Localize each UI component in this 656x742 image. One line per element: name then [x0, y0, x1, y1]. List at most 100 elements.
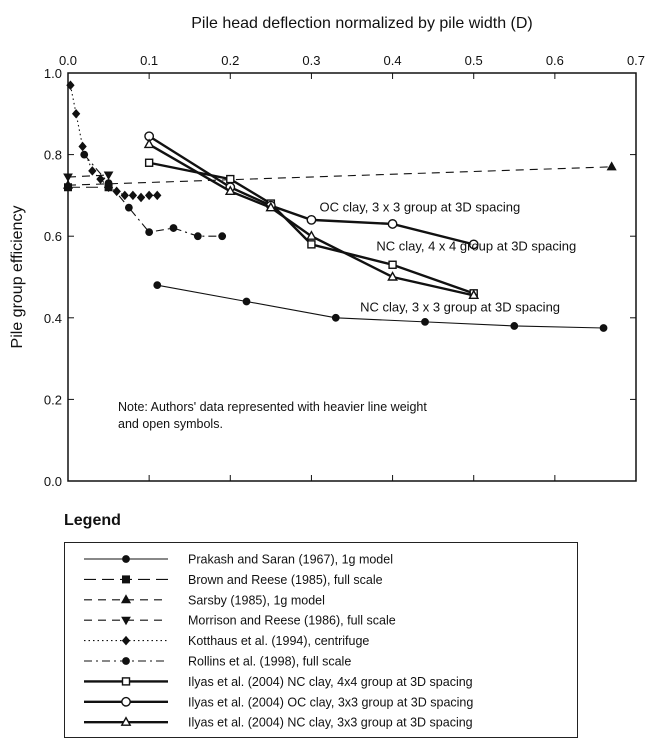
data-point — [224, 185, 236, 196]
legend-marker — [121, 616, 131, 626]
y-tick-label: 0.2 — [44, 392, 62, 407]
legend-item: Ilyas et al. (2004) OC clay, 3x3 group a… — [84, 695, 473, 709]
legend-item: Ilyas et al. (2004) NC clay, 3x3 group a… — [84, 716, 473, 730]
data-point — [143, 138, 155, 149]
data-point — [226, 174, 235, 184]
y-tick-label: 1.0 — [44, 66, 62, 81]
data-point — [66, 80, 75, 90]
data-point — [104, 179, 113, 188]
series-8 — [144, 131, 479, 250]
chart-title: Pile head deflection normalized by pile … — [191, 15, 533, 32]
data-point — [145, 228, 154, 237]
plot-series — [62, 80, 617, 332]
series-3 — [62, 161, 617, 189]
data-point — [88, 166, 97, 176]
data-point — [62, 179, 74, 189]
series-6 — [80, 150, 227, 241]
data-point — [96, 174, 105, 184]
y-tick-label: 0.8 — [44, 148, 62, 163]
data-point — [153, 190, 162, 201]
y-tick-label: 0.4 — [44, 311, 62, 326]
legend-label: Rollins et al. (1998), full scale — [188, 655, 351, 669]
data-point — [388, 260, 397, 269]
data-point — [331, 313, 340, 322]
data-point — [124, 203, 133, 212]
x-tick-label: 0.0 — [59, 53, 77, 68]
legend-marker — [122, 657, 130, 665]
data-point — [169, 224, 178, 232]
series-line — [67, 166, 612, 186]
legend-item: Rollins et al. (1998), full scale — [84, 655, 351, 669]
plot-annotations: OC clay, 3 x 3 group at 3D spacing NC cla… — [320, 200, 577, 315]
note-line-1: Note: Authors' data represented with hea… — [118, 400, 427, 414]
legend-label: Kotthaus et al. (1994), centrifuge — [188, 634, 369, 648]
series-line — [67, 174, 109, 178]
series-line — [148, 161, 475, 295]
x-tick-label: 0.4 — [384, 53, 402, 68]
data-point — [510, 322, 519, 330]
legend-title: Legend — [64, 512, 121, 529]
data-point — [78, 141, 87, 152]
y-tick-label: 0.6 — [44, 229, 62, 244]
series-line — [157, 284, 604, 329]
data-point — [468, 239, 479, 250]
legend-marker — [121, 696, 131, 707]
data-point — [306, 214, 317, 225]
y-axis-label: Pile group efficiency — [9, 206, 26, 349]
legend-marker — [122, 555, 130, 563]
legend-item: Morrison and Reese (1986), full scale — [84, 614, 396, 628]
legend-item: Sarsby (1985), 1g model — [84, 593, 325, 607]
x-tick-label: 0.2 — [221, 53, 239, 68]
annotation-label: OC clay, 3 x 3 group at 3D spacing — [320, 200, 521, 215]
series-7 — [144, 158, 478, 298]
data-point — [307, 240, 316, 249]
data-point — [242, 297, 251, 306]
series-9 — [143, 138, 480, 300]
data-point — [153, 281, 162, 290]
legend-box — [64, 542, 578, 738]
annotation-label: NC clay, 3 x 3 group at 3D spacing — [360, 300, 560, 315]
legend-label: Ilyas et al. (2004) NC clay, 3x3 group a… — [188, 716, 473, 730]
x-tick-label: 0.7 — [627, 53, 645, 68]
legend-label: Ilyas et al. (2004) OC clay, 3x3 group a… — [188, 695, 473, 709]
data-point — [606, 161, 617, 171]
series-line — [148, 135, 475, 246]
legend-label: Morrison and Reese (1986), full scale — [188, 614, 396, 628]
data-point — [193, 232, 202, 241]
data-point — [599, 324, 608, 332]
series-line — [69, 85, 158, 199]
legend-item: Ilyas et al. (2004) NC clay, 4x4 group a… — [84, 675, 473, 689]
data-point — [112, 186, 121, 197]
plot-frame — [67, 72, 637, 482]
data-point — [468, 289, 480, 300]
data-point — [306, 230, 317, 240]
legend-label: Brown and Reese (1985), full scale — [188, 573, 383, 587]
x-axis: 0.0 0.1 0.2 0.3 0.4 0.5 0.6 0.7 — [59, 53, 645, 481]
legend: Prakash and Saran (1967), 1g model Brown … — [84, 553, 473, 730]
data-point — [387, 271, 398, 281]
data-point — [421, 317, 429, 326]
x-tick-label: 0.5 — [465, 53, 483, 68]
series-1 — [153, 281, 608, 332]
data-point — [80, 150, 89, 159]
legend-label: Prakash and Saran (1967), 1g model — [188, 553, 393, 567]
legend-marker — [121, 635, 131, 646]
y-axis: 0.0 0.2 0.4 0.6 0.8 1.0 — [44, 66, 636, 489]
data-point — [144, 158, 154, 167]
data-point — [120, 190, 129, 201]
legend-label: Sarsby (1985), 1g model — [188, 593, 325, 607]
data-point — [387, 219, 398, 229]
series-4 — [63, 171, 114, 183]
x-tick-label: 0.6 — [546, 53, 564, 68]
legend-marker — [120, 594, 132, 604]
data-point — [71, 109, 81, 119]
data-point — [63, 173, 73, 183]
legend-item: Brown and Reese (1985), full scale — [84, 573, 383, 587]
legend-item: Prakash and Saran (1967), 1g model — [84, 553, 393, 567]
data-point — [218, 232, 227, 241]
annotation-label: NC clay, 4 x 4 group at 3D spacing — [376, 238, 576, 253]
data-point — [128, 190, 138, 201]
series-line — [148, 143, 474, 297]
y-tick-label: 0.0 — [44, 474, 62, 489]
